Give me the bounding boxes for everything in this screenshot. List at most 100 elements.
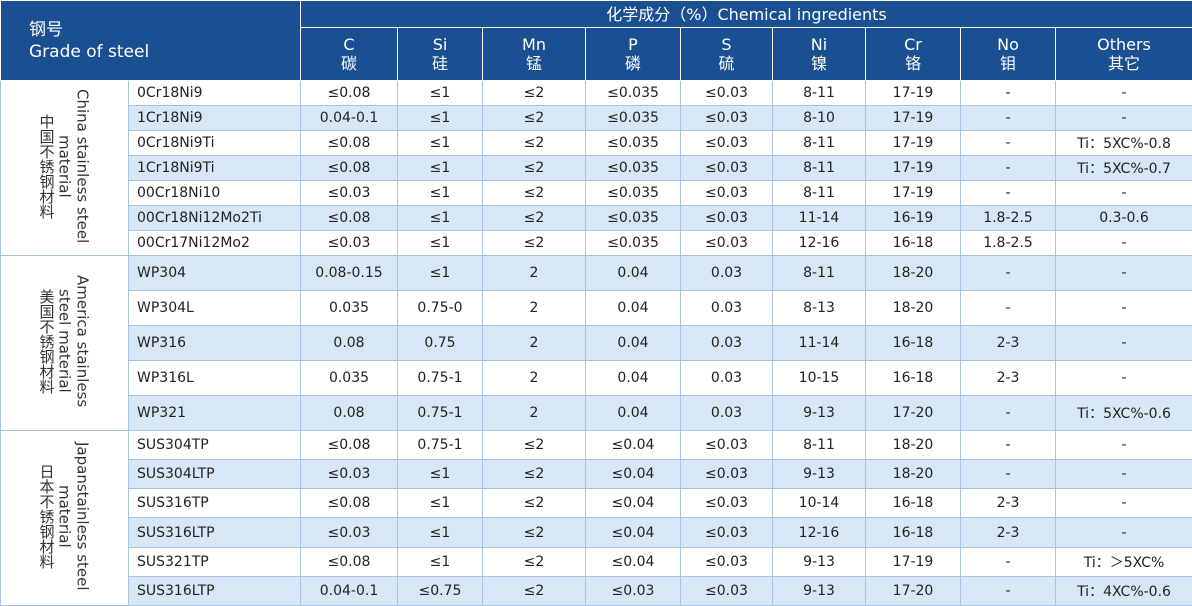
value-cell: ≤0.035: [586, 156, 681, 181]
value-cell: 17-19: [866, 181, 961, 206]
value-cell: ≤1: [398, 489, 483, 518]
value-cell: 17-19: [866, 81, 961, 106]
value-cell: 8-10: [773, 106, 866, 131]
value-cell: ≤2: [483, 81, 586, 106]
value-cell: 0.04: [586, 396, 681, 431]
value-cell: Ti：5XC%-0.6: [1056, 396, 1192, 431]
grade-zh: 钢号: [29, 19, 300, 41]
value-cell: -: [961, 396, 1056, 431]
value-cell: -: [1056, 431, 1192, 460]
value-cell: ≤0.04: [586, 431, 681, 460]
value-cell: -: [1056, 361, 1192, 396]
value-cell: 9-13: [773, 460, 866, 489]
group-label-en: America stainless steel material: [56, 256, 92, 426]
grade-cell: SUS316TP: [129, 489, 301, 518]
value-cell: -: [1056, 256, 1192, 291]
value-cell: -: [1056, 326, 1192, 361]
value-cell: 9-13: [773, 547, 866, 576]
value-cell: 16-18: [866, 489, 961, 518]
value-cell: ≤0.03: [681, 81, 773, 106]
value-cell: ≤0.03: [301, 231, 398, 256]
grade-cell: 00Cr18Ni12Mo2Ti: [129, 206, 301, 231]
column-symbol: C: [301, 35, 397, 54]
value-cell: 18-20: [866, 460, 961, 489]
value-cell: 0.08-0.15: [301, 256, 398, 291]
value-cell: 0.04-0.1: [301, 106, 398, 131]
group-label-zh: 日本不锈钢材料: [38, 431, 56, 601]
value-cell: ≤0.03: [681, 156, 773, 181]
value-cell: 0.03: [681, 361, 773, 396]
group-label-zh: 中国不锈钢材料: [38, 81, 56, 251]
grade-cell: 00Cr17Ni12Mo2: [129, 231, 301, 256]
value-cell: -: [1056, 460, 1192, 489]
grade-cell: SUS304LTP: [129, 460, 301, 489]
grade-cell: 00Cr18Ni10: [129, 181, 301, 206]
value-cell: 0.035: [301, 291, 398, 326]
value-cell: ≤0.03: [681, 431, 773, 460]
value-cell: ≤2: [483, 489, 586, 518]
value-cell: 17-19: [866, 156, 961, 181]
grade-en: Grade of steel: [29, 41, 300, 63]
value-cell: -: [961, 106, 1056, 131]
value-cell: ≤0.03: [681, 547, 773, 576]
group-label-en: Japanstainless steel material: [56, 431, 92, 601]
column-zh: 硫: [681, 54, 772, 73]
value-cell: ≤0.03: [681, 231, 773, 256]
value-cell: 2: [483, 361, 586, 396]
value-cell: -: [1056, 231, 1192, 256]
grade-cell: WP304L: [129, 291, 301, 326]
value-cell: ≤2: [483, 181, 586, 206]
value-cell: ≤0.03: [586, 576, 681, 605]
value-cell: ≤0.04: [586, 489, 681, 518]
value-cell: ≤1: [398, 106, 483, 131]
group-title: 化学成分（%）Chemical ingredients: [301, 1, 1192, 28]
value-cell: ≤0.03: [681, 460, 773, 489]
value-cell: 10-15: [773, 361, 866, 396]
value-cell: 2-3: [961, 489, 1056, 518]
column-zh: 铬: [866, 54, 960, 73]
value-cell: -: [961, 156, 1056, 181]
value-cell: 11-14: [773, 326, 866, 361]
value-cell: ≤0.03: [681, 489, 773, 518]
value-cell: Ti：4XC%-0.6: [1056, 576, 1192, 605]
value-cell: ≤1: [398, 518, 483, 547]
value-cell: 8-11: [773, 256, 866, 291]
value-cell: ≤2: [483, 156, 586, 181]
value-cell: 0.03: [681, 256, 773, 291]
grade-cell: 0Cr18Ni9Ti: [129, 131, 301, 156]
value-cell: 0.3-0.6: [1056, 206, 1192, 231]
grade-cell: WP304: [129, 256, 301, 291]
value-cell: 2: [483, 291, 586, 326]
value-cell: ≤2: [483, 431, 586, 460]
value-cell: 2-3: [961, 326, 1056, 361]
value-cell: 0.03: [681, 326, 773, 361]
value-cell: 0.035: [301, 361, 398, 396]
value-cell: ≤1: [398, 460, 483, 489]
value-cell: 16-18: [866, 518, 961, 547]
value-cell: 8-11: [773, 81, 866, 106]
value-cell: ≤0.035: [586, 181, 681, 206]
value-cell: 1.8-2.5: [961, 231, 1056, 256]
column-symbol: Cr: [866, 35, 960, 54]
grade-cell: WP316: [129, 326, 301, 361]
value-cell: 8-11: [773, 156, 866, 181]
value-cell: -: [1056, 106, 1192, 131]
value-cell: ≤0.035: [586, 81, 681, 106]
value-cell: ≤1: [398, 206, 483, 231]
value-cell: 10-14: [773, 489, 866, 518]
value-cell: -: [961, 181, 1056, 206]
column-symbol: Others: [1056, 35, 1192, 54]
grade-cell: SUS304TP: [129, 431, 301, 460]
